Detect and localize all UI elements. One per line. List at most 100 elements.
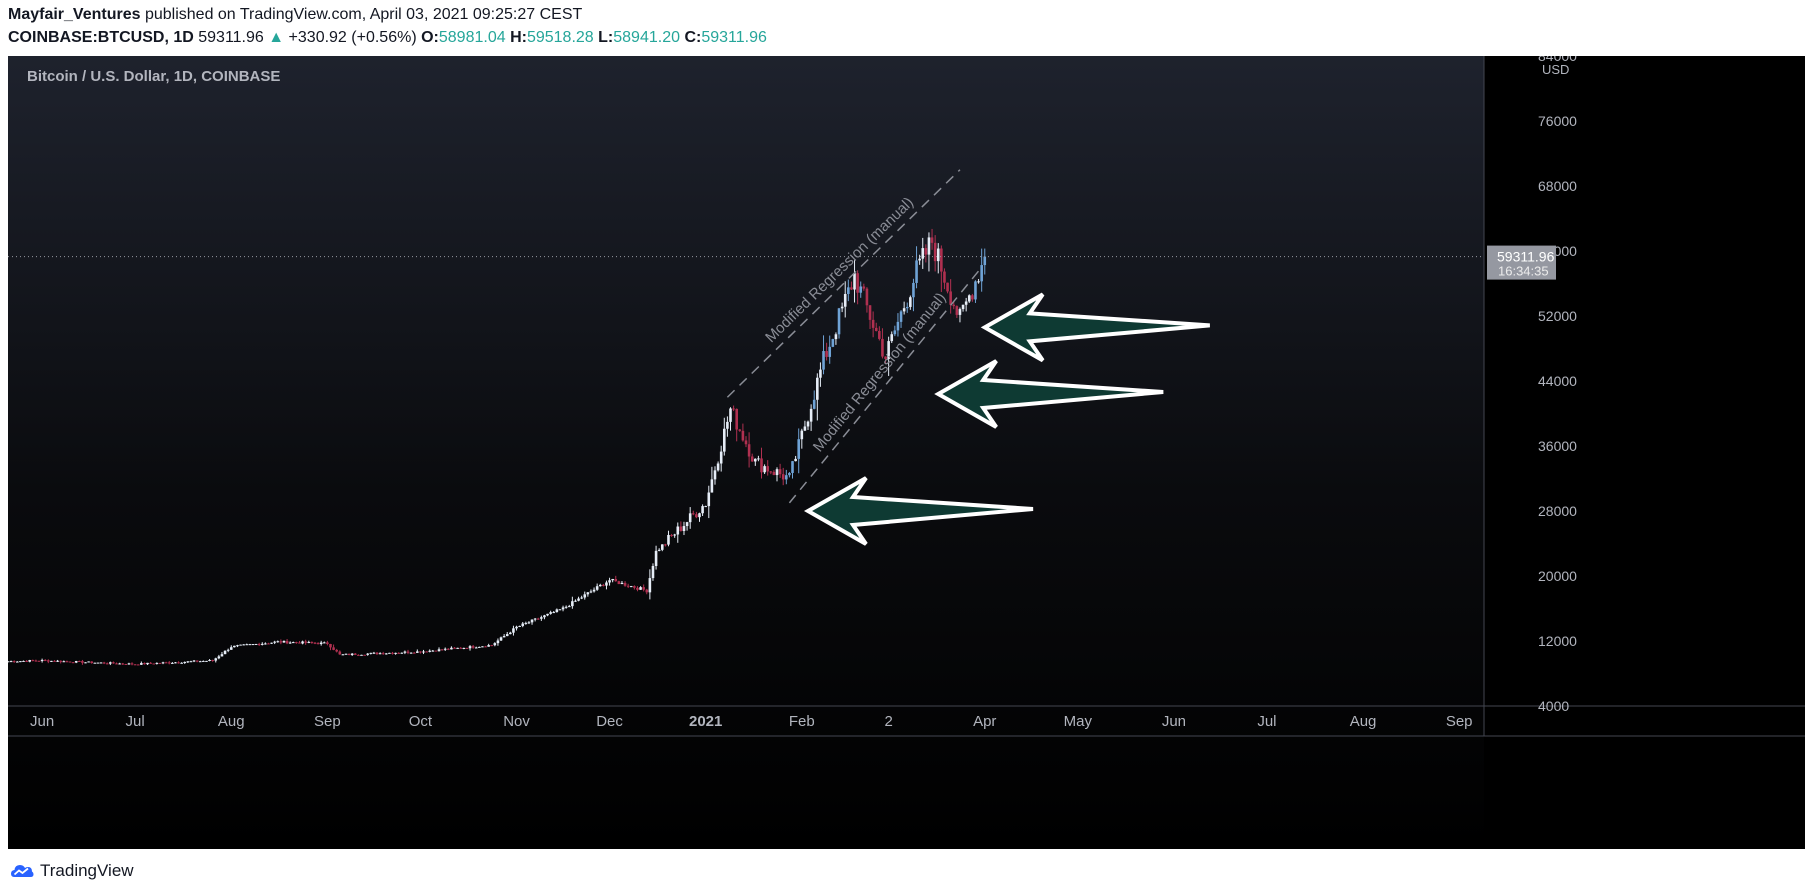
candle-body bbox=[803, 426, 807, 431]
candle-body bbox=[347, 653, 351, 656]
chart-area[interactable]: 84000 76000 68000 60000 52000 44000 36000 28000… bbox=[8, 56, 1805, 849]
candle-body bbox=[949, 291, 952, 305]
candle-body bbox=[856, 273, 859, 293]
candle-body bbox=[136, 664, 140, 666]
candle-body bbox=[205, 660, 208, 662]
candle-body bbox=[778, 469, 782, 475]
candle-body bbox=[865, 288, 869, 306]
candle-body bbox=[620, 582, 624, 585]
x-tick-label: 2021 bbox=[689, 713, 722, 730]
regression-label: Modified Regression (manual) bbox=[810, 290, 950, 456]
candle-body bbox=[598, 584, 602, 587]
low-label: L: bbox=[598, 29, 614, 46]
candle-body bbox=[171, 662, 174, 664]
candle-body bbox=[236, 645, 239, 647]
candle-body bbox=[9, 661, 13, 663]
candle-body bbox=[105, 663, 109, 665]
publisher-name[interactable]: Mayfair_Ventures bbox=[8, 6, 141, 23]
candle-body bbox=[592, 589, 596, 592]
candle-body bbox=[611, 579, 614, 581]
candle-body bbox=[890, 334, 894, 342]
candle-body bbox=[509, 632, 512, 635]
candle-body bbox=[766, 466, 770, 472]
low-value: 58941.20 bbox=[613, 29, 680, 46]
symbol[interactable]: COINBASE:BTCUSD, 1D bbox=[8, 29, 194, 46]
candle-body bbox=[34, 660, 38, 662]
x-tick-label: Dec bbox=[596, 713, 623, 730]
candle-body bbox=[636, 587, 639, 590]
pointer-arrow bbox=[803, 476, 1034, 546]
candle-body bbox=[192, 660, 196, 662]
candle-body bbox=[881, 338, 884, 357]
candle-body bbox=[220, 654, 224, 657]
candle-body bbox=[242, 644, 245, 646]
candle-body bbox=[648, 578, 652, 593]
candle-body bbox=[738, 429, 742, 431]
high-value: 59518.28 bbox=[526, 29, 594, 46]
candle-body bbox=[651, 565, 655, 579]
candle-body bbox=[155, 662, 159, 664]
candle-body bbox=[719, 451, 723, 464]
candle-body bbox=[657, 549, 661, 551]
candle-body bbox=[310, 641, 314, 643]
candle-body bbox=[626, 585, 630, 587]
candle-body bbox=[760, 458, 763, 473]
candle-body bbox=[884, 356, 887, 359]
candle-body bbox=[183, 661, 187, 663]
candle-body bbox=[971, 295, 974, 300]
candle-body bbox=[533, 618, 537, 620]
candle-body bbox=[264, 643, 267, 645]
candle-body bbox=[8, 661, 10, 663]
candle-body bbox=[905, 306, 909, 309]
candle-body bbox=[372, 652, 376, 654]
candle-body bbox=[943, 271, 946, 283]
candle-body bbox=[921, 248, 925, 259]
candle-body bbox=[983, 256, 987, 266]
candle-body bbox=[763, 466, 766, 473]
header: Mayfair_Ventures published on TradingVie… bbox=[0, 0, 1805, 56]
candle-body bbox=[871, 319, 875, 328]
candle-body bbox=[161, 662, 165, 664]
up-arrow-icon: ▲ bbox=[268, 29, 285, 46]
candle-body bbox=[450, 647, 453, 650]
candle-body bbox=[940, 248, 943, 272]
candle-body bbox=[670, 534, 673, 536]
chart-canvas[interactable]: 8400076000680006000052000440003600028000… bbox=[8, 56, 1805, 849]
x-tick-label: Jun bbox=[1162, 713, 1186, 730]
candle-body bbox=[279, 641, 283, 643]
candle-body bbox=[580, 597, 583, 599]
candle-body bbox=[180, 662, 183, 664]
candle-body bbox=[381, 653, 385, 655]
candle-body bbox=[704, 506, 707, 508]
candle-body bbox=[484, 646, 487, 648]
candle-body bbox=[502, 636, 506, 638]
tradingview-logo[interactable]: TradingView bbox=[10, 861, 134, 881]
candle-body bbox=[276, 641, 280, 643]
candle-body bbox=[295, 642, 298, 644]
x-tick-label: Sep bbox=[314, 713, 341, 730]
candle-body bbox=[447, 648, 450, 650]
candle-body bbox=[332, 647, 335, 650]
open-label: O: bbox=[421, 29, 439, 46]
candle-body bbox=[428, 650, 432, 652]
candle-body bbox=[167, 662, 171, 664]
candle-body bbox=[602, 584, 605, 586]
candle-body bbox=[31, 660, 35, 662]
published-text: published on TradingView.com, April 03, … bbox=[140, 6, 583, 23]
candle-body bbox=[313, 642, 317, 644]
candle-body bbox=[859, 286, 863, 293]
candle-body bbox=[65, 661, 69, 663]
candle-body bbox=[214, 658, 218, 661]
x-tick-label: 2 bbox=[884, 713, 892, 730]
pointer-arrow bbox=[934, 359, 1164, 429]
candle-body bbox=[146, 662, 149, 665]
candle-body bbox=[298, 642, 301, 644]
candle-body bbox=[912, 282, 915, 298]
candle-body bbox=[329, 643, 332, 648]
candle-body bbox=[936, 248, 940, 262]
candle-body bbox=[102, 662, 106, 664]
candle-body bbox=[558, 609, 562, 611]
candle-body bbox=[794, 458, 797, 462]
candle-body bbox=[955, 306, 959, 315]
candle-body bbox=[254, 643, 258, 645]
